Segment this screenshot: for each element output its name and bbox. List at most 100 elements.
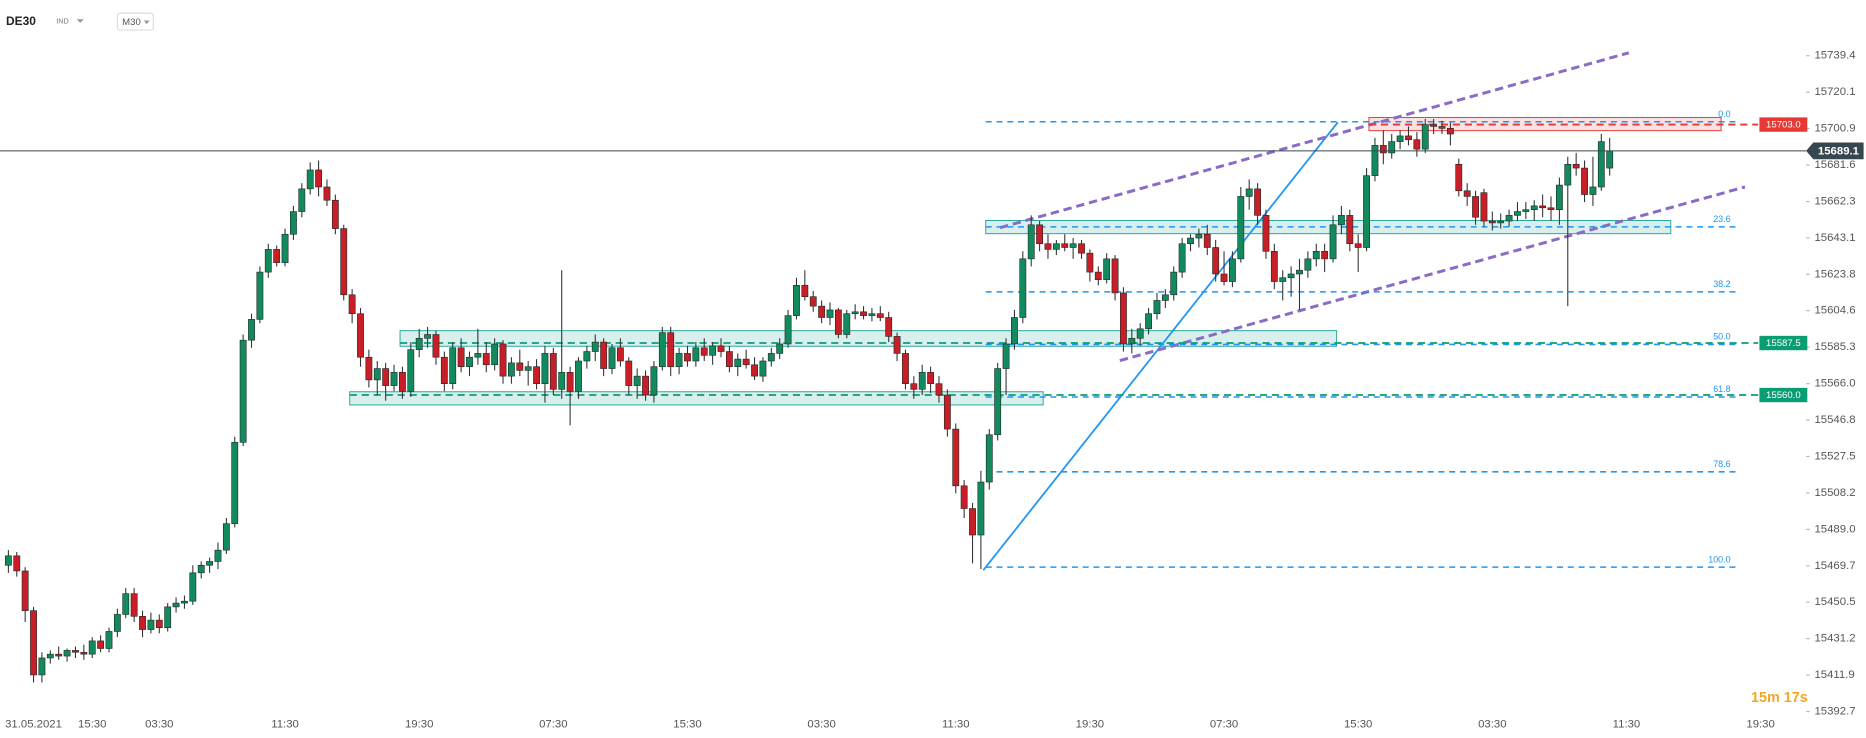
candle-body (1455, 163, 1463, 192)
dropdown-arrow[interactable] (76, 19, 84, 23)
candle-body (298, 188, 306, 212)
candle-body (130, 593, 138, 617)
candle-body (1405, 135, 1412, 140)
fib-label: 0.0 (1718, 109, 1730, 119)
candle-body (1161, 294, 1169, 301)
candle-body (457, 347, 465, 367)
candle-body (943, 394, 951, 430)
candle-body (1446, 128, 1454, 135)
candle-body (482, 353, 490, 366)
countdown-text: 15m 17s (1751, 690, 1808, 706)
candle-body (239, 339, 247, 443)
candle-body (1203, 233, 1211, 248)
candle-body (684, 353, 691, 362)
last-price-label: 15689.1 (1818, 145, 1859, 157)
candle-body (181, 600, 188, 604)
x-tick-label: 19:30 (1076, 719, 1104, 731)
candle-body (1497, 220, 1505, 224)
candle-body (633, 375, 641, 386)
candle-body (1220, 273, 1228, 282)
y-tick-label: 15604.6 (1814, 305, 1855, 317)
candle-body (1312, 250, 1320, 260)
x-tick-label: 15:30 (1344, 719, 1372, 731)
candle-body (985, 434, 993, 483)
y-tick-label: 15643.1 (1814, 232, 1855, 244)
candle-body (231, 442, 239, 524)
candle-body (1514, 211, 1521, 216)
y-tick-label: 15450.5 (1814, 596, 1855, 608)
candle-body (784, 315, 792, 345)
candle-body (365, 356, 373, 381)
x-tick-label: 07:30 (539, 719, 567, 731)
y-tick-label: 15662.3 (1814, 196, 1855, 208)
timeframe-arrow (143, 20, 150, 25)
candle-body (1287, 273, 1295, 279)
candle-body (1539, 205, 1547, 209)
candle-body (868, 313, 876, 316)
y-tick-label: 15392.7 (1814, 705, 1855, 717)
candle-body (1086, 252, 1094, 273)
candle-body (1346, 215, 1354, 245)
fib-label: 78.6 (1713, 459, 1730, 469)
candle-body (1379, 145, 1387, 154)
candle-body (767, 353, 775, 362)
candle-body (616, 347, 624, 362)
candle-body (1606, 150, 1614, 169)
level-tag-label: 15560.0 (1766, 390, 1801, 401)
candle-body (248, 319, 255, 341)
candle-body (860, 311, 867, 316)
candle-body (591, 341, 599, 352)
candle-body (1262, 215, 1270, 252)
candle-body (575, 360, 582, 392)
y-tick-label: 15489.0 (1814, 523, 1855, 535)
candle-body (1413, 139, 1421, 150)
candle-body (1111, 258, 1119, 294)
timeframe-button[interactable] (116, 12, 154, 31)
x-tick-label: 15:30 (78, 719, 106, 731)
candle-body (918, 372, 926, 390)
candle-body (348, 294, 356, 315)
candle-body (1530, 205, 1538, 210)
candle-body (1036, 224, 1044, 245)
candle-body (357, 313, 364, 358)
candle-body (1438, 126, 1446, 129)
level-tag (1759, 387, 1808, 403)
candle-body (382, 368, 390, 386)
candle-body (885, 317, 893, 337)
channel-upper (999, 51, 1630, 230)
level-tag (1759, 117, 1808, 132)
candle-body (1195, 233, 1203, 239)
candle-body (189, 572, 197, 602)
y-tick-label: 15546.8 (1814, 414, 1855, 426)
x-tick-label: 07:30 (1210, 719, 1238, 731)
candle-body (1128, 337, 1136, 345)
candle-body (415, 337, 423, 350)
candle-body (222, 523, 230, 551)
candle-body (1069, 243, 1077, 248)
candle-body (910, 383, 918, 390)
candle-body (507, 362, 515, 377)
candle-body (977, 481, 985, 536)
candle-body (1329, 224, 1337, 260)
x-tick-label: 03:30 (1478, 719, 1506, 731)
market: IND (56, 18, 68, 26)
candle-body (969, 508, 976, 536)
candle-body (21, 570, 29, 611)
candle-body (290, 211, 297, 235)
candle-body (876, 313, 884, 318)
candle-body (549, 353, 557, 390)
y-tick-label: 15469.7 (1814, 560, 1855, 572)
candle-body (801, 285, 809, 297)
candle-body (1555, 184, 1563, 210)
candle-body (1178, 243, 1186, 273)
candle-body (667, 332, 675, 367)
candle-body (566, 372, 574, 392)
candle-body (424, 334, 431, 339)
countdown: 15m 17s (1751, 690, 1808, 706)
x-tick-label: 03:30 (145, 719, 173, 731)
candle-body (524, 366, 532, 371)
candle-body (717, 345, 725, 352)
candle-body (1019, 258, 1027, 318)
candle-body (1480, 192, 1488, 222)
